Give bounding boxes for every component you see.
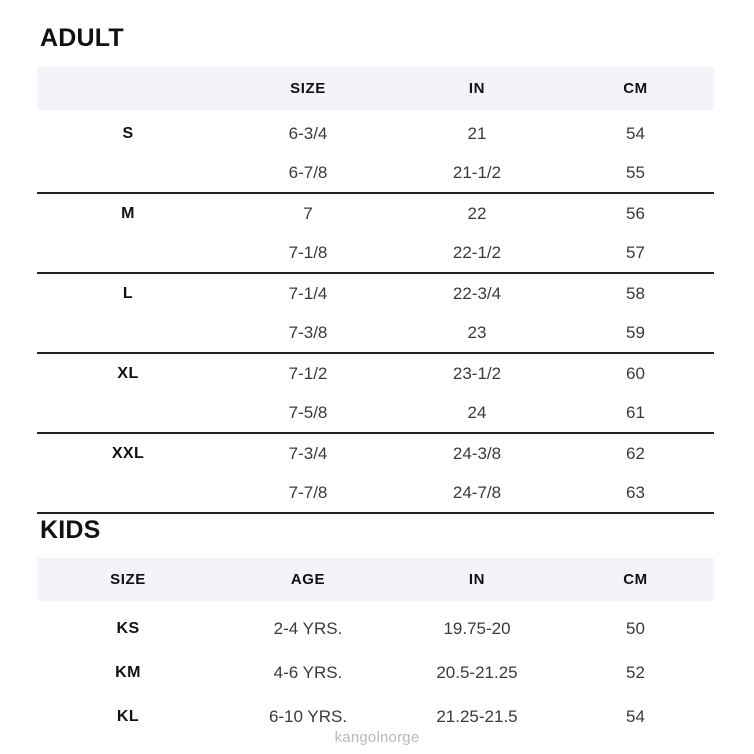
adult-section-heading: ADULT: [40, 24, 124, 52]
adult-size-value: 7-5/8: [219, 393, 397, 434]
table-row: M 7 22 56: [37, 193, 714, 233]
kids-size-label: KS: [116, 620, 140, 637]
kids-cm-value: 54: [626, 707, 645, 726]
adult-inches-value: 24-7/8: [397, 473, 557, 514]
adult-size-label: S: [122, 124, 134, 142]
adult-inches-value: 23-1/2: [452, 363, 502, 383]
kids-header-row: SIZE AGE IN CM: [37, 558, 714, 601]
kids-inches-value: 21.25-21.5: [436, 707, 518, 726]
table-row: S 6-3/4 21 54: [37, 110, 714, 153]
adult-inches-value: 23: [397, 313, 557, 354]
table-row: 6-7/8 21-1/2 55: [37, 153, 714, 194]
adult-size-label: XXL: [111, 444, 145, 462]
kids-table-head: SIZE AGE IN CM: [37, 558, 714, 601]
adult-size-table: SIZE IN CM S 6-3/4 21 54 6-7/8 21-1/2 55 M 7 22 56…: [37, 67, 714, 514]
kids-header-inches: IN: [397, 558, 557, 601]
kids-table-body: KS 2-4 YRS. 19.75-20 50 KM 4-6 YRS. 20.5-21.25…: [37, 601, 714, 739]
adult-inches-value: 24: [397, 393, 557, 434]
adult-size-label: [37, 393, 219, 434]
adult-size-value: 7-3/4: [288, 443, 328, 463]
adult-size-value: 7-3/8: [219, 313, 397, 354]
table-row: XXL 7-3/4 24-3/8 62: [37, 433, 714, 473]
kids-age-value: 2-4 YRS.: [273, 619, 343, 638]
kids-section-heading: KIDS: [40, 516, 101, 544]
adult-size-label: L: [122, 284, 134, 302]
adult-inches-value: 22-1/2: [397, 233, 557, 274]
adult-table-body: S 6-3/4 21 54 6-7/8 21-1/2 55 M 7 22 56 7-1/8 22-1/2…: [37, 110, 714, 514]
adult-size-label: [37, 473, 219, 514]
kids-size-label: KL: [116, 708, 140, 725]
adult-cm-value: 58: [626, 283, 645, 303]
kids-inches-value: 19.75-20: [443, 619, 511, 638]
adult-header-inches: IN: [397, 67, 557, 110]
adult-header-cm: CM: [557, 67, 714, 110]
table-row: KS 2-4 YRS. 19.75-20 50: [37, 601, 714, 651]
adult-size-value: 6-3/4: [288, 123, 328, 143]
table-row: 7-5/8 24 61: [37, 393, 714, 434]
table-row: L 7-1/4 22-3/4 58: [37, 273, 714, 313]
adult-size-label: [37, 153, 219, 194]
table-row: KM 4-6 YRS. 20.5-21.25 52: [37, 651, 714, 695]
kids-size-table: SIZE AGE IN CM KS 2-4 YRS. 19.75-20 50 KM 4-6…: [37, 558, 714, 739]
adult-size-label: M: [121, 204, 135, 222]
adult-cm-value: 56: [626, 203, 645, 223]
table-row: KL 6-10 YRS. 21.25-21.5 54: [37, 695, 714, 739]
table-row: XL 7-1/2 23-1/2 60: [37, 353, 714, 393]
kids-age-value: 4-6 YRS.: [273, 663, 343, 682]
adult-inches-value: 21: [467, 123, 487, 143]
adult-header-blank: [37, 67, 219, 110]
adult-inches-value: 22: [467, 203, 487, 223]
adult-size-value: 7-1/8: [219, 233, 397, 274]
watermark: kangolnorge: [334, 729, 420, 746]
kids-inches-value: 20.5-21.25: [436, 663, 518, 682]
kids-cm-value: 50: [626, 619, 645, 638]
adult-size-label: [37, 313, 219, 354]
adult-table-head: SIZE IN CM: [37, 67, 714, 110]
table-row: 7-1/8 22-1/2 57: [37, 233, 714, 274]
adult-cm-value: 60: [626, 363, 645, 383]
adult-size-value: 7-1/4: [288, 283, 328, 303]
adult-inches-value: 22-3/4: [452, 283, 502, 303]
adult-cm-value: 59: [557, 313, 714, 354]
adult-size-value: 6-7/8: [219, 153, 397, 194]
adult-header-row: SIZE IN CM: [37, 67, 714, 110]
adult-header-size: SIZE: [219, 67, 397, 110]
adult-cm-value: 62: [626, 443, 645, 463]
kids-cm-value: 52: [626, 663, 645, 682]
adult-size-value: 7-7/8: [219, 473, 397, 514]
table-row: 7-7/8 24-7/8 63: [37, 473, 714, 514]
adult-inches-value: 24-3/8: [452, 443, 502, 463]
kids-age-value: 6-10 YRS.: [268, 707, 348, 726]
kids-header-cm: CM: [557, 558, 714, 601]
kids-header-size: SIZE: [37, 558, 219, 601]
adult-cm-value: 55: [557, 153, 714, 194]
kids-size-label: KM: [115, 664, 141, 681]
adult-cm-value: 63: [557, 473, 714, 514]
adult-inches-value: 21-1/2: [397, 153, 557, 194]
adult-size-value: 7: [303, 203, 313, 223]
table-row: 7-3/8 23 59: [37, 313, 714, 354]
adult-size-label: [37, 233, 219, 274]
adult-cm-value: 61: [557, 393, 714, 434]
adult-cm-value: 57: [557, 233, 714, 274]
adult-cm-value: 54: [626, 123, 645, 143]
adult-size-value: 7-1/2: [288, 363, 328, 383]
adult-size-label: XL: [117, 364, 139, 382]
kids-header-age: AGE: [219, 558, 397, 601]
